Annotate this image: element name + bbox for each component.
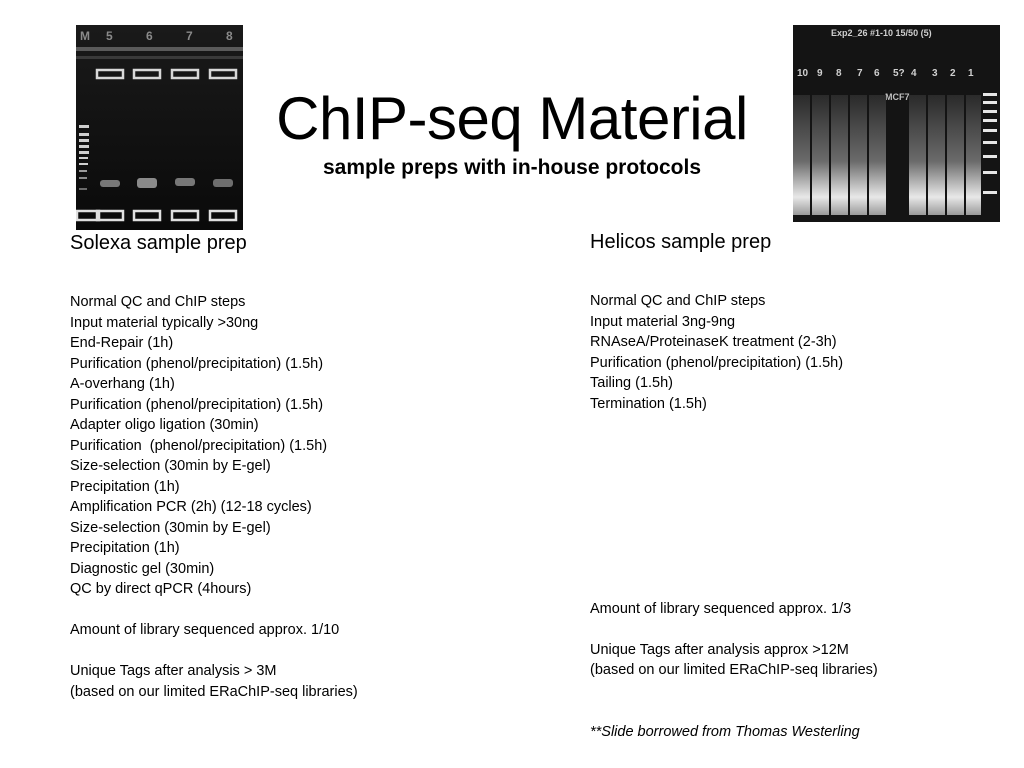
helicos-step: Input material 3ng-9ng: [590, 313, 736, 330]
helicos-amount: Amount of library sequenced approx. 1/3: [590, 600, 852, 617]
gel-image-right: Exp2_26 #1-10 15/50 (5) 10 9 8 7 6 5? 4 …: [793, 25, 1000, 222]
gel-right-lane-4: 4: [911, 68, 917, 79]
helicos-note: (based on our limited ERaChIP-seq librar…: [590, 662, 878, 678]
solexa-note: (based on our limited ERaChIP-seq librar…: [70, 683, 358, 700]
gel-left-lane-m: M: [80, 29, 90, 43]
gel-left-lane-5: 5: [106, 29, 113, 43]
gel-right-lane-7: 7: [857, 68, 863, 79]
helicos-heading: Helicos sample prep: [590, 231, 772, 253]
solexa-step: QC by direct qPCR (4hours): [70, 581, 252, 597]
solexa-step: Purification (phenol/precipitation) (1.5…: [70, 396, 324, 413]
helicos-step: Normal QC and ChIP steps: [590, 293, 766, 309]
solexa-step: Input material typically >30ng: [70, 314, 259, 331]
gel-left-lane-7: 7: [186, 29, 193, 43]
solexa-step: Precipitation (1h): [70, 478, 180, 495]
helicos-step: Tailing (1.5h): [590, 375, 674, 391]
solexa-step: A-overhang (1h): [70, 376, 175, 392]
slide-title: ChIP-seq Material: [276, 85, 748, 152]
slide-subtitle: sample preps with in-house protocols: [322, 156, 702, 179]
solexa-step: Precipitation (1h): [70, 540, 180, 556]
solexa-step: Size-selection (30min by E-gel): [70, 519, 271, 536]
gel-right-sample-label: MCF7: [885, 92, 910, 102]
solexa-step: Size-selection (30min by E-gel): [70, 458, 271, 474]
helicos-step: Termination (1.5h): [590, 395, 707, 412]
helicos-step: Purification (phenol/precipitation) (1.5…: [590, 354, 844, 371]
solexa-step: Diagnostic gel (30min): [70, 560, 215, 577]
solexa-amount: Amount of library sequenced approx. 1/10: [70, 622, 340, 638]
solexa-column: Solexa sample prep Normal QC and ChIP st…: [70, 230, 550, 702]
solexa-step: Purification (phenol/precipitation) (1.5…: [70, 437, 328, 454]
solexa-heading: Solexa sample prep: [70, 232, 247, 254]
gel-right-lane-3: 3: [932, 68, 938, 79]
gel-right-lane-1: 1: [968, 68, 974, 79]
gel-right-lane-5q: 5?: [893, 68, 905, 79]
gel-image-left: M 5 6 7 8: [76, 25, 243, 230]
gel-right-lane-9: 9: [817, 68, 823, 79]
solexa-tags: Unique Tags after analysis > 3M: [70, 663, 277, 679]
solexa-step: Adapter oligo ligation (30min): [70, 417, 259, 433]
solexa-step: Normal QC and ChIP steps: [70, 294, 246, 310]
gel-photo-left: M 5 6 7 8: [76, 25, 243, 230]
solexa-step: End-Repair (1h): [70, 335, 174, 351]
solexa-step: Purification (phenol/precipitation) (1.5…: [70, 355, 324, 372]
gel-right-lane-6: 6: [874, 68, 880, 79]
gel-left-lane-8: 8: [226, 29, 233, 43]
gel-right-lane-8: 8: [836, 68, 842, 79]
gel-photo-right: Exp2_26 #1-10 15/50 (5) 10 9 8 7 6 5? 4 …: [793, 25, 1000, 222]
solexa-step: Amplification PCR (2h) (12-18 cycles): [70, 499, 312, 515]
helicos-tags: Unique Tags after analysis approx >12M: [590, 641, 849, 658]
gel-right-lane-10: 10: [797, 68, 809, 79]
gel-right-header: Exp2_26 #1-10 15/50 (5): [831, 28, 932, 38]
gel-right-lane-2: 2: [950, 68, 956, 79]
helicos-column: Helicos sample prep Normal QC and ChIP s…: [590, 229, 1010, 742]
gel-left-lane-6: 6: [146, 29, 153, 43]
slide-credit: **Slide borrowed from Thomas Westerling: [590, 723, 860, 740]
helicos-step: RNAseA/ProteinaseK treatment (2-3h): [590, 334, 837, 350]
